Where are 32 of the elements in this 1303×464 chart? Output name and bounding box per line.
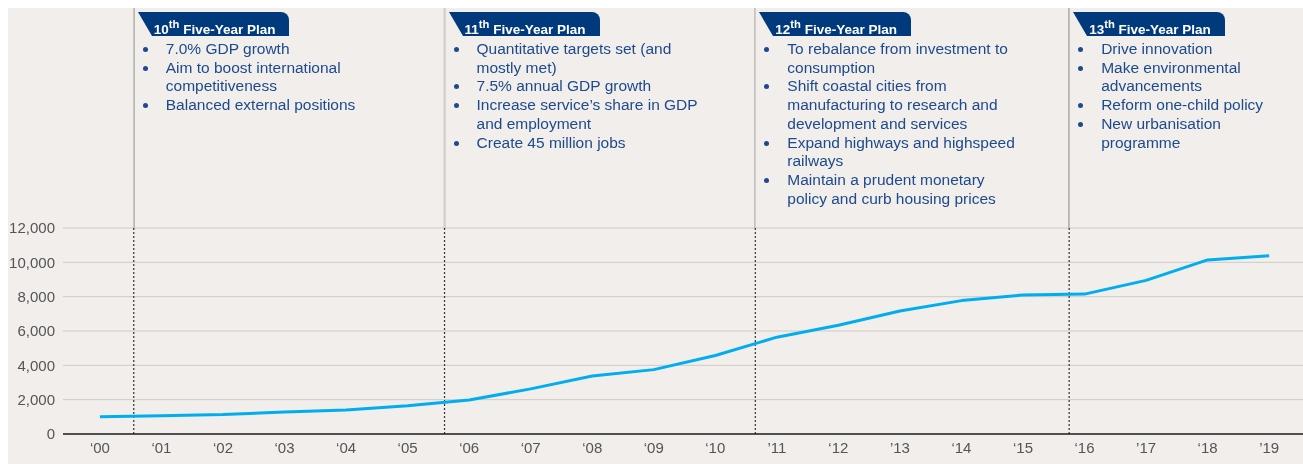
x-tick-label: ‘07 [520,438,541,456]
x-tick-label: ‘08 [582,438,603,456]
text: 11$^{th}$ Five-Year Plan Quantitative targets set (and mostly met) 7.5% annual GDP growth Increase service’s share in GDP and employment Create 45 million jobs [464,18,698,151]
x-tick-label: ‘03 [274,438,295,456]
y-tick-label: 10,000 [9,253,55,271]
text: 13$^{th}$ Five-Year Plan Drive innovation Make environmental advancements Reform one-child policy New urbanisation programme [1089,18,1264,151]
x-tick-label: ‘01 [151,438,172,456]
x-tick-label: ’17 [1136,438,1157,456]
x-tick-label: ‘14 [951,438,972,456]
x-tick-label: ‘06 [459,438,480,456]
x-tick-label: ‘00 [89,438,110,456]
y-tick-label: 6,000 [17,322,55,340]
x-tick-label: ‘05 [397,438,418,456]
x-tick-label: ‘12 [828,438,849,456]
x-tick-label: ‘04 [336,438,357,456]
x-tick-label: ’13 [889,438,910,456]
ref-line-label: 10$^{th}$ Five-Year Plan 7.0% GDP growth Aim to boost international competitiveness Balanced external positions [152,17,357,115]
x-tick-label: ‘09 [643,438,664,456]
x-tick-label: ‘10 [705,438,726,456]
y-tick-label: 8,000 [17,287,55,305]
y-tick-label: 0 [46,425,55,443]
y-tick-label: 2,000 [17,390,55,408]
x-tick-label: ’11 [767,438,787,456]
y-tick-label: 12,000 [9,219,55,237]
x-tick-label: ‘16 [1074,438,1095,456]
text: 12$^{th}$ Five-Year Plan To rebalance from investment to consumption Shift coastal cities from manufacturing to research and development and services Expand highways and highspeed railways Maintain a prudent monetary policy and curb housing prices [775,18,1015,207]
x-tick-label: ‘15 [1012,438,1034,456]
x-tick-label: ‘18 [1197,438,1218,456]
x-tick-label: ‘02 [212,438,234,456]
line-series [98,254,1271,419]
y-tick-label: 4,000 [17,356,55,374]
x-tick-label: ’19 [1259,438,1280,456]
